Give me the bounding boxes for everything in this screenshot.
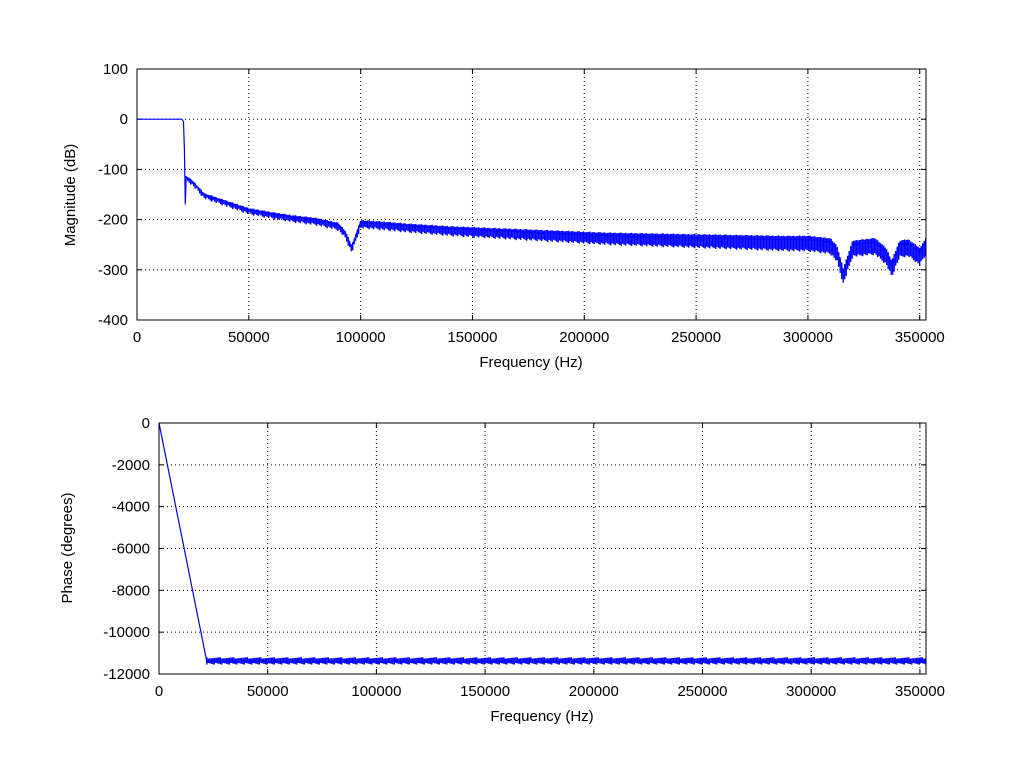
x-tick-label: 200000 (559, 329, 609, 346)
phase-plot-area (159, 423, 926, 674)
x-tick-label: 350000 (895, 329, 945, 346)
phase-plot-frame (158, 422, 927, 675)
x-tick-label: 50000 (228, 329, 270, 346)
y-tick-label: -2000 (112, 457, 150, 474)
x-tick-label: 300000 (786, 683, 836, 700)
magnitude-y-axis-label: Magnitude (dB) (62, 144, 79, 247)
x-tick-label: 0 (155, 683, 163, 700)
phase-y-axis-label: Phase (degrees) (59, 493, 76, 604)
phase-plot: 0 50000 100000 150000 200000 250000 300000 3500… (59, 415, 945, 725)
x-tick-label: 50000 (247, 683, 289, 700)
x-tick-label: 300000 (783, 329, 833, 346)
x-tick-label: 150000 (460, 683, 510, 700)
y-tick-label: -6000 (112, 541, 150, 558)
y-tick-label: -10000 (103, 624, 150, 641)
y-tick-label: -300 (98, 262, 128, 279)
y-tick-label: -4000 (112, 499, 150, 516)
x-tick-label: 150000 (447, 329, 497, 346)
phase-x-axis-label: Frequency (Hz) (490, 708, 593, 725)
y-tick-label: -100 (98, 161, 128, 178)
y-tick-label: -200 (98, 212, 128, 229)
y-tick-label: 0 (142, 415, 150, 432)
y-tick-label: 100 (103, 61, 128, 78)
magnitude-series-line (137, 118, 927, 275)
x-tick-label: 350000 (895, 683, 945, 700)
magnitude-plot: 0 50000 100000 150000 200000 250000 300000 3500… (62, 61, 945, 371)
y-tick-label: -400 (98, 312, 128, 329)
magnitude-x-axis-label: Frequency (Hz) (479, 354, 582, 371)
x-tick-label: 0 (133, 329, 141, 346)
y-tick-label: -8000 (112, 582, 150, 599)
magnitude-x-tick-labels: 0 50000 100000 150000 200000 250000 300000 3500… (133, 329, 945, 346)
magnitude-plot-area (137, 69, 926, 320)
phase-y-tick-labels: 0 -2000 -4000 -6000 -8000 -10000 -12000 (103, 415, 150, 683)
x-tick-label: 250000 (677, 683, 727, 700)
x-tick-label: 100000 (336, 329, 386, 346)
phase-x-tick-labels: 0 50000 100000 150000 200000 250000 300000 3500… (155, 683, 945, 700)
magnitude-plot-frame (136, 68, 927, 321)
y-tick-label: 0 (120, 111, 128, 128)
x-tick-label: 250000 (671, 329, 721, 346)
x-tick-label: 200000 (569, 683, 619, 700)
magnitude-y-tick-labels: 100 0 -100 -200 -300 -400 (98, 61, 128, 329)
x-tick-label: 100000 (351, 683, 401, 700)
phase-series-line (158, 422, 926, 663)
y-tick-label: -12000 (103, 666, 150, 683)
